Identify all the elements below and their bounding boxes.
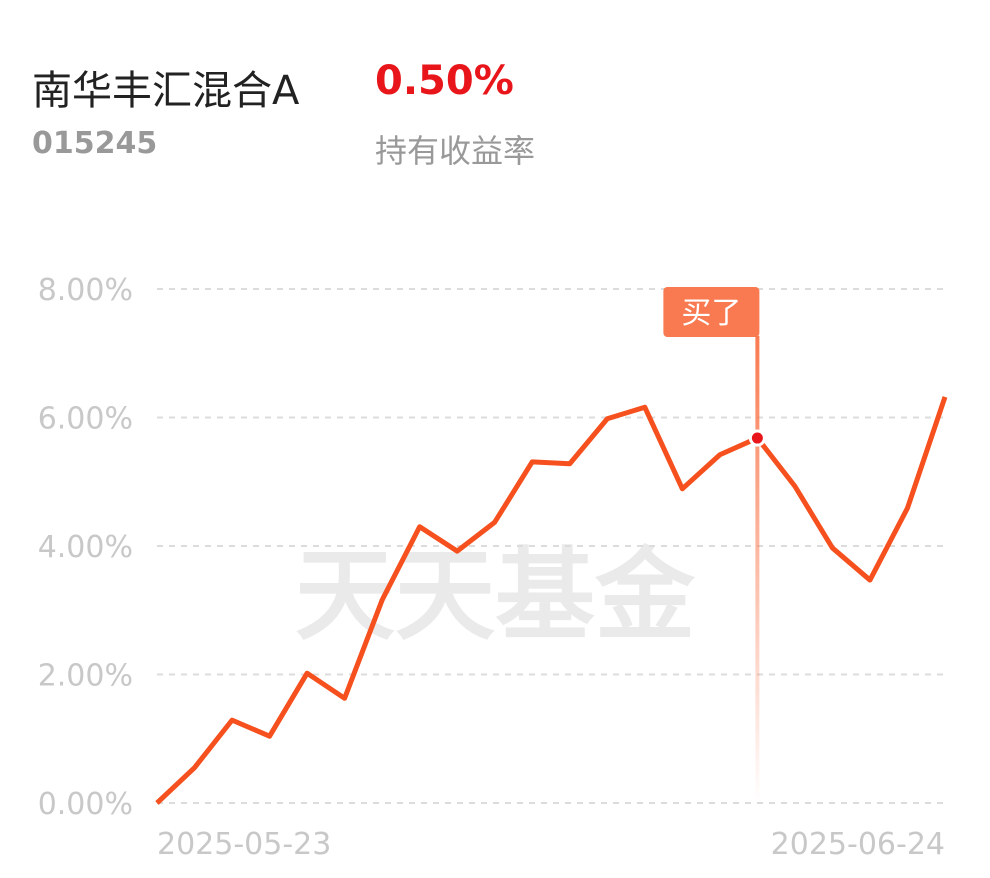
y-tick-label: 6.00%	[38, 402, 133, 437]
y-tick-label: 0.00%	[38, 787, 133, 822]
buy-marker-line	[755, 336, 760, 803]
buy-marker-label: 买了	[681, 296, 741, 331]
y-tick-label: 4.00%	[38, 530, 133, 565]
y-tick-label: 8.00%	[38, 273, 133, 308]
x-tick-label: 2025-06-24	[771, 827, 945, 862]
return-label: 持有收益率	[375, 132, 536, 170]
fund-name: 南华丰汇混合A	[32, 68, 300, 114]
return-value: 0.50%	[375, 58, 514, 104]
fund-code: 015245	[32, 126, 158, 161]
y-tick-label: 2.00%	[38, 659, 133, 694]
line	[155, 396, 948, 805]
x-tick-label: 2025-05-23	[157, 827, 331, 862]
watermark: 天天基金	[295, 537, 696, 654]
buy-point	[748, 429, 766, 447]
buy-marker-box	[663, 287, 760, 337]
